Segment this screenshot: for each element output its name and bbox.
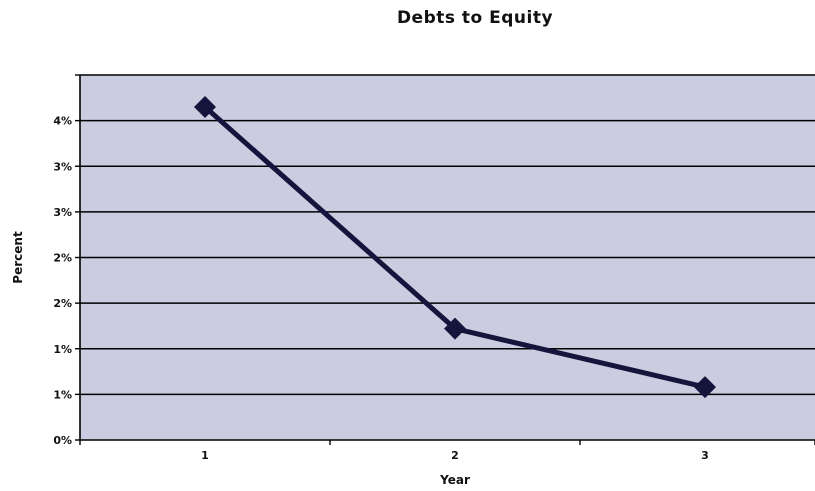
x-tick-label: 1	[201, 449, 209, 462]
x-tick-labels: 1 2 3	[79, 440, 815, 462]
data-point-marker	[194, 95, 216, 118]
x-tick-label: 3	[701, 449, 709, 462]
data-series	[194, 95, 716, 399]
y-tick-label: 1%	[53, 343, 72, 356]
y-axis-title: Percent	[11, 231, 25, 284]
data-point-marker	[694, 376, 716, 399]
y-tick-label: 3%	[53, 206, 72, 219]
y-tick-labels: 0% 1% 1% 2% 2% 3% 3% 4%	[53, 74, 80, 447]
x-tick-label: 2	[451, 449, 459, 462]
y-tick-label: 4%	[53, 115, 72, 128]
y-tick-label: 0%	[53, 434, 72, 447]
y-tick-label: 1%	[53, 388, 72, 401]
y-tick-label: 3%	[53, 160, 72, 173]
data-point-marker	[444, 317, 466, 340]
x-axis-title: Year	[439, 473, 470, 487]
chart-title: Debts to Equity	[396, 8, 554, 28]
gridlines	[80, 74, 815, 396]
y-tick-label: 2%	[53, 297, 72, 310]
y-tick-label: 2%	[53, 252, 72, 265]
